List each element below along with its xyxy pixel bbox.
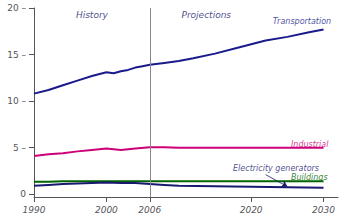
svg-text:History: History <box>76 10 109 20</box>
svg-text:0: 0 <box>20 189 26 199</box>
svg-text:1990: 1990 <box>23 205 46 215</box>
svg-text:Electricity generators: Electricity generators <box>233 164 319 173</box>
svg-text:2020: 2020 <box>240 205 263 215</box>
svg-text:20 –: 20 – <box>7 3 26 13</box>
svg-text:10 –: 10 – <box>7 96 26 106</box>
svg-text:5 –: 5 – <box>13 143 27 153</box>
svg-text:2000: 2000 <box>95 205 118 215</box>
svg-text:Transportation: Transportation <box>273 17 331 26</box>
svg-text:Projections: Projections <box>181 10 231 20</box>
svg-text:2030: 2030 <box>312 205 335 215</box>
svg-text:Industrial: Industrial <box>291 140 329 149</box>
svg-text:15 –: 15 – <box>7 50 26 60</box>
svg-text:Buildings: Buildings <box>291 173 328 182</box>
svg-text:2006: 2006 <box>138 205 161 215</box>
